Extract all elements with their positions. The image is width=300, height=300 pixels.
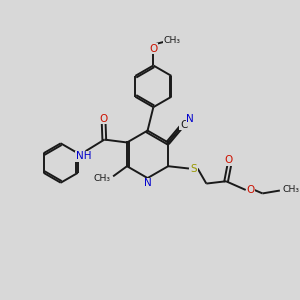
Text: C: C [180,120,188,130]
Text: N: N [187,114,194,124]
Text: NH: NH [76,152,91,161]
Text: O: O [247,185,255,195]
Text: O: O [225,155,233,165]
Text: CH₃: CH₃ [164,35,181,44]
Text: O: O [149,44,158,54]
Text: O: O [100,114,108,124]
Text: S: S [190,164,197,173]
Text: N: N [144,178,152,188]
Text: CH₃: CH₃ [282,185,299,194]
Text: CH₃: CH₃ [94,174,111,183]
